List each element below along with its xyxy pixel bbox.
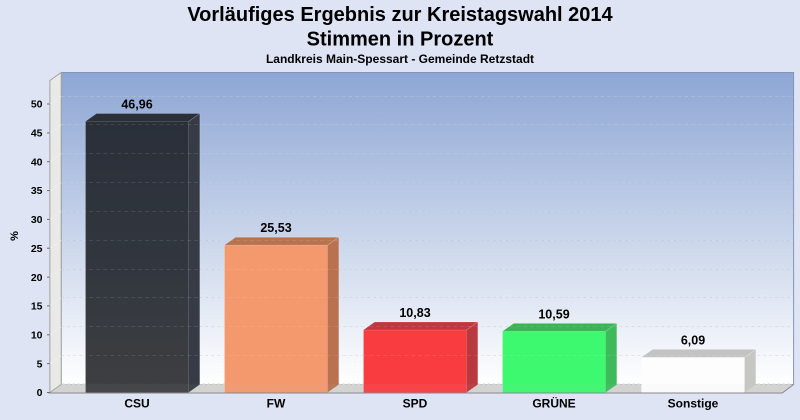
svg-text:Stimmen in Prozent: Stimmen in Prozent <box>307 29 494 51</box>
svg-text:35: 35 <box>31 185 43 197</box>
svg-text:GRÜNE: GRÜNE <box>532 396 575 411</box>
svg-text:CSU: CSU <box>124 397 149 411</box>
svg-text:10,83: 10,83 <box>399 306 430 320</box>
svg-text:10: 10 <box>31 330 43 342</box>
svg-text:50: 50 <box>31 99 43 111</box>
svg-text:FW: FW <box>267 397 286 411</box>
svg-text:25,53: 25,53 <box>260 221 291 235</box>
svg-text:45: 45 <box>31 128 43 140</box>
svg-text:15: 15 <box>31 301 43 313</box>
svg-text:20: 20 <box>31 272 43 284</box>
svg-text:6,09: 6,09 <box>681 333 705 347</box>
svg-text:0: 0 <box>37 387 43 399</box>
svg-text:%: % <box>9 231 21 241</box>
svg-text:Sonstige: Sonstige <box>668 397 719 411</box>
svg-text:30: 30 <box>31 214 43 226</box>
svg-text:5: 5 <box>37 358 43 370</box>
svg-text:10,59: 10,59 <box>538 307 569 321</box>
svg-text:40: 40 <box>31 156 43 168</box>
svg-text:25: 25 <box>31 243 43 255</box>
svg-text:46,96: 46,96 <box>121 98 152 112</box>
svg-text:Landkreis Main-Spessart - Geme: Landkreis Main-Spessart - Gemeinde Retzs… <box>266 52 534 66</box>
svg-text:SPD: SPD <box>403 397 428 411</box>
svg-text:Vorläufiges Ergebnis zur Kreis: Vorläufiges Ergebnis zur Kreistagswahl 2… <box>187 4 613 26</box>
